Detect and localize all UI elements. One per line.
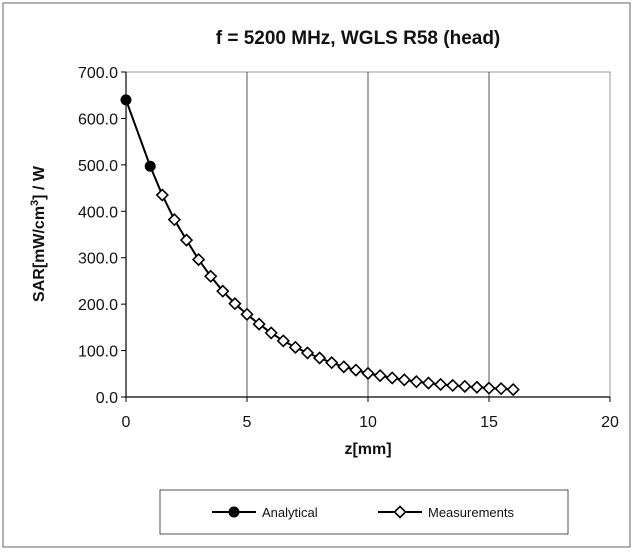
x-tick-label: 0 [122, 414, 131, 431]
measurements-point [337, 360, 351, 374]
legend-entries: Analytical Measurements [212, 505, 514, 520]
measurements-point [349, 363, 363, 377]
y-tick-label: 700.0 [78, 65, 118, 82]
measurements-point [385, 371, 399, 385]
legend: Analytical Measurements [159, 489, 569, 535]
measurements-point [325, 356, 339, 370]
x-tick-label: 10 [359, 414, 377, 431]
measurements-point [397, 373, 411, 387]
measurements-point [300, 346, 315, 360]
measurements-point [179, 233, 194, 247]
y-axis-label-main: SAR[mW/cm [31, 206, 48, 302]
x-axis-label: z[mm] [344, 441, 391, 458]
y-tick-label: 500.0 [78, 158, 118, 175]
measurements-point [191, 252, 206, 267]
measurements-point [446, 378, 460, 393]
measurements-point [228, 297, 242, 311]
x-tick-label: 5 [243, 414, 252, 431]
measurements-point [458, 379, 472, 393]
series-group [120, 94, 520, 397]
measurements-point [240, 307, 254, 321]
measurements-point [482, 381, 496, 395]
measurements-point [373, 369, 387, 383]
measurements-point [433, 377, 448, 392]
measurements-point [409, 375, 424, 389]
legend-marker-analytical [228, 506, 240, 518]
x-tick-label: 15 [480, 414, 498, 431]
measurements-point [470, 380, 484, 394]
analytical-point [144, 160, 156, 172]
y-tick-label: 200.0 [78, 297, 118, 314]
x-tick-label: 20 [601, 414, 619, 431]
analytical-point [120, 94, 132, 106]
legend-label-analytical: Analytical [262, 505, 318, 520]
x-tick-labels: 0 5 10 15 20 [122, 397, 619, 431]
y-tick-label: 300.0 [78, 251, 118, 268]
chart-title: f = 5200 MHz, WGLS R58 (head) [216, 28, 501, 49]
measurements-point [421, 376, 436, 390]
measurements-point [216, 284, 230, 298]
y-axis-label-tail: ] / W [31, 165, 48, 200]
measurements-point [252, 317, 266, 331]
measurements-point [288, 340, 303, 354]
legend-label-measurements: Measurements [428, 505, 514, 520]
measurements-point [494, 382, 508, 396]
y-tick-label: 600.0 [78, 111, 118, 128]
measurements-point [276, 334, 290, 348]
measurements-point [155, 188, 169, 202]
y-tick-label: 400.0 [78, 204, 118, 221]
y-tick-label: 0.0 [96, 390, 118, 407]
measurements-point [361, 366, 375, 380]
measurements-point [167, 213, 182, 227]
gridlines [246, 72, 490, 397]
measurements-point [312, 351, 327, 365]
measurements-point [204, 269, 218, 283]
y-tick-labels: 0.0 100.0 200.0 300.0 400.0 500.0 600.0 700.0 [78, 65, 126, 407]
measurements-point [506, 382, 520, 397]
y-axis-label-superscript: 3 [29, 200, 41, 206]
y-axis-label: SAR[mW/cm3] / W [29, 165, 48, 302]
y-tick-label: 100.0 [78, 344, 118, 361]
measurements-point [264, 326, 278, 340]
legend-marker-measurements [393, 505, 407, 519]
